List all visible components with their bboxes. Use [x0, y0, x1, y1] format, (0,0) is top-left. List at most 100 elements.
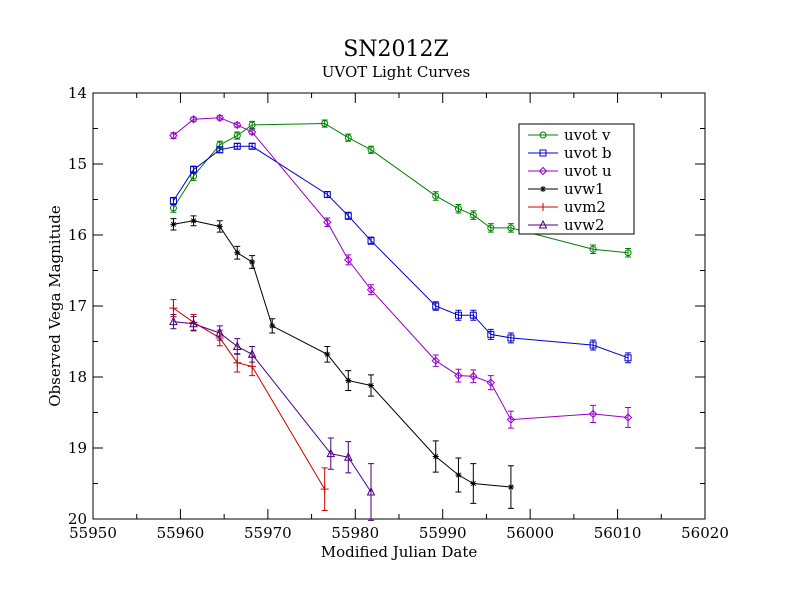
y-tick-label: 20 [68, 510, 87, 528]
legend-marker [539, 149, 547, 157]
legend-marker [540, 186, 546, 192]
data-point [169, 316, 178, 326]
data-point [368, 382, 375, 389]
y-tick-label: 18 [68, 368, 87, 386]
data-point [170, 221, 177, 228]
x-axis: 55950 55960 55970 55980 55990 56000 56010 56020 [69, 93, 729, 542]
data-point [233, 142, 241, 150]
legend-marker [539, 203, 547, 211]
data-point [169, 304, 178, 313]
data-point [233, 120, 242, 130]
data-point [247, 349, 257, 358]
error-bar [507, 410, 514, 429]
data-point [269, 322, 276, 329]
data-point [344, 134, 352, 142]
x-tick-label: 55980 [331, 524, 379, 542]
data-point [324, 351, 331, 358]
data-point [343, 452, 353, 461]
data-point [455, 471, 462, 478]
series-uvot-u [169, 113, 633, 429]
y-tick-label: 19 [68, 439, 87, 457]
legend-item-uvot-u: uvot u [528, 162, 612, 180]
error-bar [249, 345, 256, 363]
legend-item-uvw2: uvw2 [528, 216, 605, 234]
series-layer [169, 113, 633, 521]
data-point [249, 258, 256, 265]
series-uvw1 [170, 215, 514, 509]
legend-marker [538, 166, 548, 176]
data-point [345, 377, 352, 384]
data-point [367, 237, 375, 245]
data-point [366, 486, 376, 496]
legend-marker [538, 219, 548, 229]
data-point [623, 413, 633, 422]
data-point [215, 113, 224, 123]
data-point [169, 197, 177, 205]
series-uvot-v [169, 119, 632, 258]
error-bar [327, 437, 334, 470]
data-point [169, 131, 178, 140]
legend-box [518, 123, 635, 235]
series-line-uvm2 [173, 307, 326, 490]
chart-title: SN2012Z [343, 37, 449, 62]
data-point [588, 409, 598, 419]
error-bar [368, 236, 375, 245]
error-bar [455, 368, 462, 383]
data-point [486, 378, 496, 387]
error-bar [345, 441, 352, 474]
data-point [432, 453, 439, 460]
data-point [189, 318, 198, 328]
legend-label: uvw1 [564, 180, 605, 198]
data-point [589, 341, 597, 349]
error-bar [190, 165, 197, 174]
error-bar [368, 145, 375, 154]
legend-label: uvot b [564, 144, 612, 162]
data-point [233, 132, 241, 140]
data-point [190, 217, 197, 224]
y-axis-label: Observed Vega Magnitude [46, 205, 64, 407]
data-point [469, 311, 477, 319]
data-point [366, 285, 376, 294]
error-bar [487, 375, 494, 391]
chart-subtitle: UVOT Light Curves [322, 63, 470, 81]
data-point [431, 356, 440, 365]
data-point [344, 212, 352, 220]
data-point [323, 218, 332, 227]
data-point [344, 255, 353, 265]
x-tick-label: 56020 [681, 524, 729, 542]
series-uvot-b [169, 142, 632, 364]
data-point [321, 120, 329, 128]
x-tick-label: 55970 [244, 524, 292, 542]
data-point [470, 480, 477, 487]
data-point [367, 146, 375, 154]
series-line-uvw2 [173, 321, 372, 493]
legend-label: uvm2 [564, 198, 606, 216]
y-tick-label: 16 [68, 226, 87, 244]
error-bar [170, 196, 177, 205]
data-point [326, 448, 336, 458]
data-point [233, 358, 242, 367]
data-point [469, 211, 477, 219]
error-bar [590, 404, 597, 423]
data-point [624, 354, 632, 362]
data-point [469, 372, 478, 381]
data-point [506, 415, 516, 424]
legend-label: uvw2 [564, 216, 605, 234]
data-point [487, 330, 495, 338]
legend-label: uvot v [564, 126, 611, 144]
error-bar [321, 119, 328, 128]
data-point [320, 485, 329, 494]
x-tick-label: 55990 [419, 524, 467, 542]
series-uvw2 [169, 314, 376, 521]
data-point [169, 204, 177, 212]
x-tick-label: 55950 [69, 524, 117, 542]
data-point [507, 334, 515, 342]
legend-marker [539, 131, 547, 139]
error-bar [368, 463, 375, 521]
data-point [454, 205, 462, 213]
data-point [589, 245, 597, 253]
error-bar [234, 338, 241, 355]
data-point [432, 192, 440, 200]
